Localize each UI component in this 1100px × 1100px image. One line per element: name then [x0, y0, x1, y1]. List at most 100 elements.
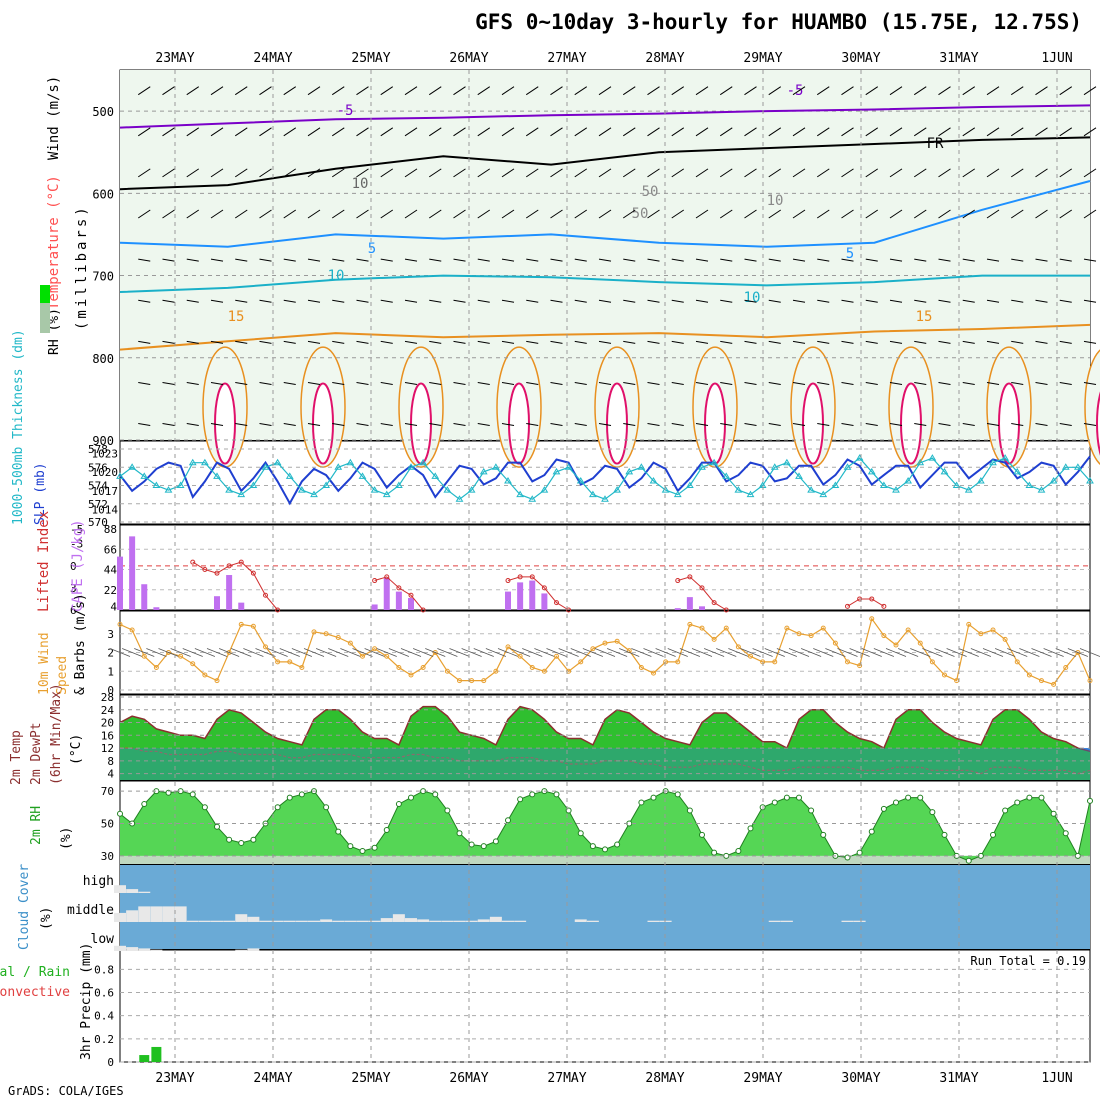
thickness-marker: [249, 481, 258, 488]
wind-speed-marker: [250, 623, 256, 629]
wind-speed-marker: [554, 653, 559, 659]
contour-label: 15: [916, 309, 933, 325]
wind-barb: [671, 258, 684, 262]
thickness-marker: [140, 472, 149, 479]
thickness-marker: [285, 472, 294, 479]
thickness-marker: [176, 481, 185, 488]
wind-speed-marker: [153, 665, 159, 670]
date-label-top: 23MAY: [155, 51, 194, 66]
y-tick-label: 70: [101, 785, 114, 798]
slp-axis-title: 1000-500mb Thickness (dm) SLP (mb): [11, 329, 48, 525]
wind-barb: [146, 648, 167, 657]
cape-bar: [505, 591, 511, 610]
wind-speed-marker: [469, 678, 475, 684]
isotherm-line: [119, 180, 1091, 248]
wind-barb: [598, 209, 612, 219]
y-tick-label: 600: [92, 187, 114, 201]
cloud-bar: [477, 919, 490, 922]
wind-barb: [303, 648, 325, 657]
wind-barb: [453, 209, 466, 219]
wind-barb: [380, 381, 393, 385]
wind-barb: [695, 340, 709, 344]
rh-area: [120, 791, 1090, 861]
wind-barb: [307, 381, 321, 385]
wind-barb: [768, 209, 782, 219]
wind-barb: [1083, 209, 1097, 219]
thickness-marker: [128, 463, 137, 470]
wind-barb: [283, 299, 296, 303]
wind-barb: [380, 299, 393, 303]
wind-speed-marker: [1039, 678, 1044, 684]
rh-marker: [868, 828, 875, 835]
wind-barb: [550, 299, 563, 303]
rh-marker: [408, 794, 414, 801]
wind-barb: [1010, 209, 1024, 219]
wind-barb: [938, 209, 951, 219]
wind-barb: [283, 258, 296, 262]
wind-barb: [695, 423, 709, 427]
wind-barb: [501, 381, 515, 385]
wind-barb: [1083, 423, 1097, 427]
wind-barb: [453, 381, 466, 385]
wind-barb: [137, 209, 151, 219]
wind-barb: [913, 209, 927, 219]
rh-marker: [735, 848, 742, 855]
thickness-marker: [382, 490, 391, 498]
wind-speed-line: [119, 617, 1091, 686]
wind-barb: [453, 299, 466, 303]
wind-speed-marker: [408, 672, 414, 678]
wind-barb: [889, 381, 903, 385]
wind-barb: [1059, 299, 1072, 303]
wind-barb: [428, 209, 442, 219]
wind-barb: [647, 258, 660, 262]
wind-barb: [259, 381, 272, 385]
wind-barb: [501, 168, 515, 178]
wind-barb: [477, 127, 491, 137]
wind-speed-marker: [190, 661, 196, 667]
rh-marker: [747, 825, 754, 832]
rh-marker: [929, 809, 936, 816]
wind-barb: [453, 127, 466, 137]
wind-speed-marker: [1075, 650, 1081, 655]
wind-barb: [267, 648, 288, 657]
thickness-marker: [346, 458, 355, 466]
wind-barb: [1011, 340, 1024, 344]
wind-barb: [647, 168, 660, 178]
rh-marker: [880, 805, 887, 812]
wind-barb: [994, 648, 1016, 657]
li-marker: [238, 559, 244, 565]
thickness-marker: [358, 472, 367, 479]
wind-barb: [210, 299, 224, 303]
rh-marker: [650, 794, 657, 801]
thickness-marker: [1061, 463, 1070, 470]
rh-legend-swatch: [40, 303, 50, 333]
axis-title-millibars: (millibars): [74, 204, 90, 330]
y-tick-label: 12: [101, 742, 114, 755]
wind-barb: [1083, 168, 1097, 178]
wind-barb: [816, 86, 830, 96]
wind-barb: [186, 86, 200, 96]
rh-marker: [686, 807, 693, 814]
wind-barb: [477, 168, 491, 178]
rh-marker: [492, 838, 499, 845]
wind-speed-marker: [905, 627, 911, 633]
wind-barb: [380, 86, 394, 96]
thickness-marker: [649, 476, 658, 484]
cloud-bar: [114, 912, 126, 922]
wind-speed-marker: [602, 640, 608, 646]
wind-barb: [720, 381, 733, 385]
wind-barb: [962, 258, 975, 262]
wind-barb: [720, 423, 733, 427]
wind-barb: [138, 299, 151, 303]
wind-barb: [1035, 168, 1048, 178]
rh-marker: [286, 794, 293, 801]
isotherm-line: [119, 274, 1090, 293]
cape-bar: [408, 598, 414, 610]
li-marker: [711, 600, 717, 606]
wind-barb: [428, 168, 442, 178]
wind-speed-marker: [1014, 659, 1020, 665]
wind-barb: [1083, 299, 1097, 303]
wind-barb: [1035, 381, 1048, 385]
wind-barb: [1055, 648, 1076, 657]
